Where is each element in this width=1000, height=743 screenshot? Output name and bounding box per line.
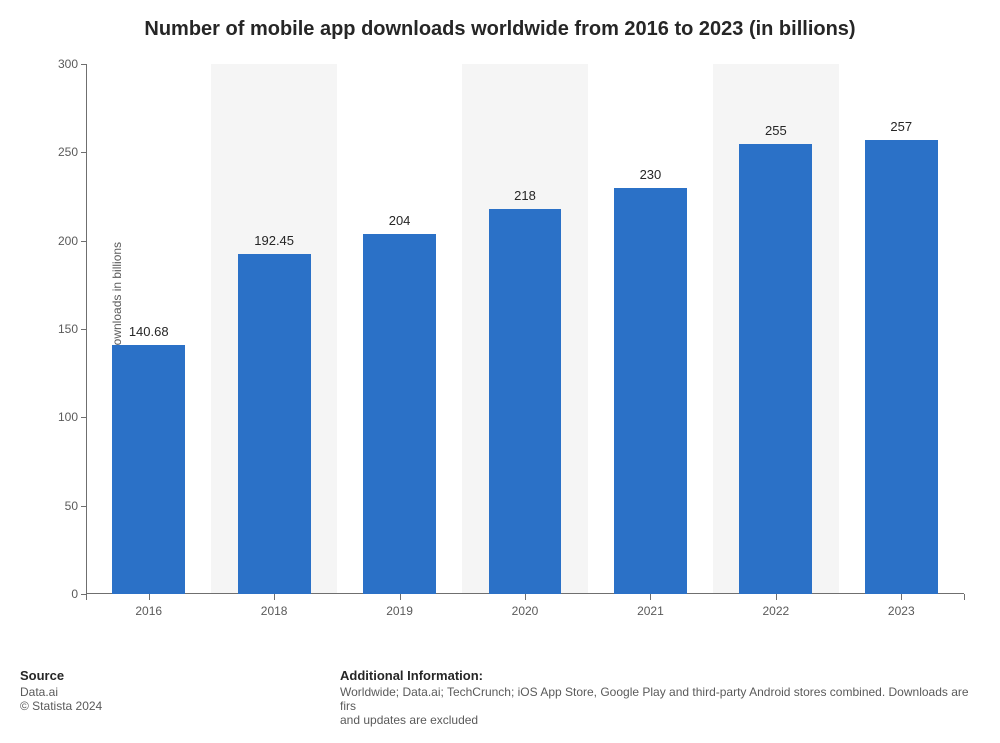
bar: [614, 188, 687, 594]
x-tick-mark: [400, 594, 401, 600]
info-line: Worldwide; Data.ai; TechCrunch; iOS App …: [340, 685, 980, 713]
plot-area: Annual app downloads in billions 0501001…: [86, 64, 964, 594]
bar-value-label: 218: [514, 188, 536, 209]
bar-value-label: 230: [640, 167, 662, 188]
x-tick-mark: [776, 594, 777, 600]
chart-title: Number of mobile app downloads worldwide…: [0, 0, 1000, 41]
x-tick-mark: [901, 594, 902, 600]
bar: [363, 234, 436, 594]
bar-value-label: 255: [765, 123, 787, 144]
x-tick-mark: [650, 594, 651, 600]
bar-value-label: 192.45: [254, 233, 294, 254]
x-tick-mark: [86, 594, 87, 600]
plot: 050100150200250300140.682016192.45201820…: [86, 64, 964, 594]
bar-value-label: 204: [389, 213, 411, 234]
bar-value-label: 140.68: [129, 324, 169, 345]
bar: [112, 345, 185, 594]
y-axis: [86, 64, 87, 594]
footer-source: Source Data.ai© Statista 2024: [20, 668, 102, 713]
x-tick-mark: [149, 594, 150, 600]
info-heading: Additional Information:: [340, 668, 980, 683]
source-line: © Statista 2024: [20, 699, 102, 713]
bar-value-label: 257: [890, 119, 912, 140]
bar: [739, 144, 812, 595]
info-line: and updates are excluded: [340, 713, 980, 727]
bar: [238, 254, 311, 594]
chart-container: Number of mobile app downloads worldwide…: [0, 0, 1000, 743]
x-tick-mark: [525, 594, 526, 600]
bar: [865, 140, 938, 594]
source-line: Data.ai: [20, 685, 102, 699]
bar: [489, 209, 562, 594]
footer-info: Additional Information: Worldwide; Data.…: [340, 668, 980, 727]
source-heading: Source: [20, 668, 102, 683]
x-tick-mark: [274, 594, 275, 600]
x-tick-mark: [964, 594, 965, 600]
